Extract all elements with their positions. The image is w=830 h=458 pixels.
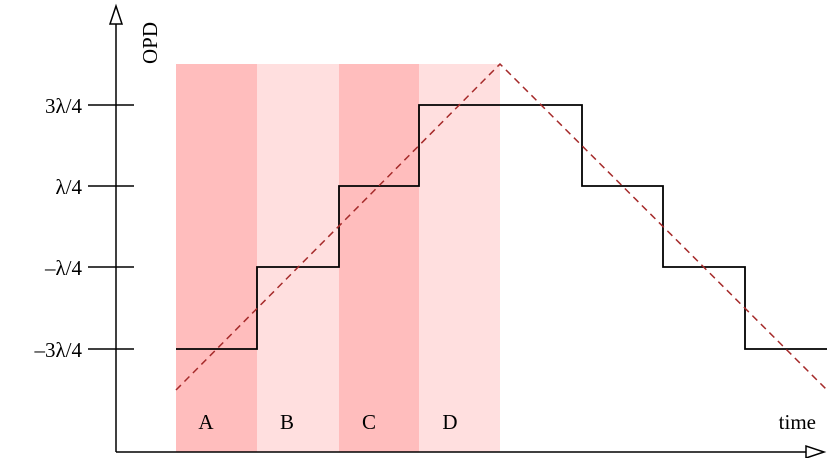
band-c xyxy=(339,64,419,452)
band-label-c: C xyxy=(362,410,376,434)
y-axis-arrowhead xyxy=(108,3,124,25)
band-label-d: D xyxy=(442,410,457,434)
y-tick-label-3l4: 3λ/4 xyxy=(45,94,83,118)
x-axis-arrowhead xyxy=(805,444,827,458)
band-b xyxy=(257,64,339,452)
y-tick-label-neg-l4: –λ/4 xyxy=(44,256,83,280)
y-ticks xyxy=(88,104,134,350)
y-axis-title: OPD xyxy=(138,22,162,64)
y-tick-label-l4: λ/4 xyxy=(55,175,82,199)
band-label-b: B xyxy=(280,410,294,434)
band-d xyxy=(419,64,500,452)
staircase-trace xyxy=(176,104,827,350)
band-a xyxy=(176,64,257,452)
linear-ramp-trace xyxy=(175,62,828,391)
x-axis-title: time xyxy=(779,410,816,434)
axes xyxy=(115,22,808,453)
band-group xyxy=(176,64,500,452)
band-label-a: A xyxy=(198,410,214,434)
y-tick-label-neg-3l4: –3λ/4 xyxy=(33,338,82,362)
